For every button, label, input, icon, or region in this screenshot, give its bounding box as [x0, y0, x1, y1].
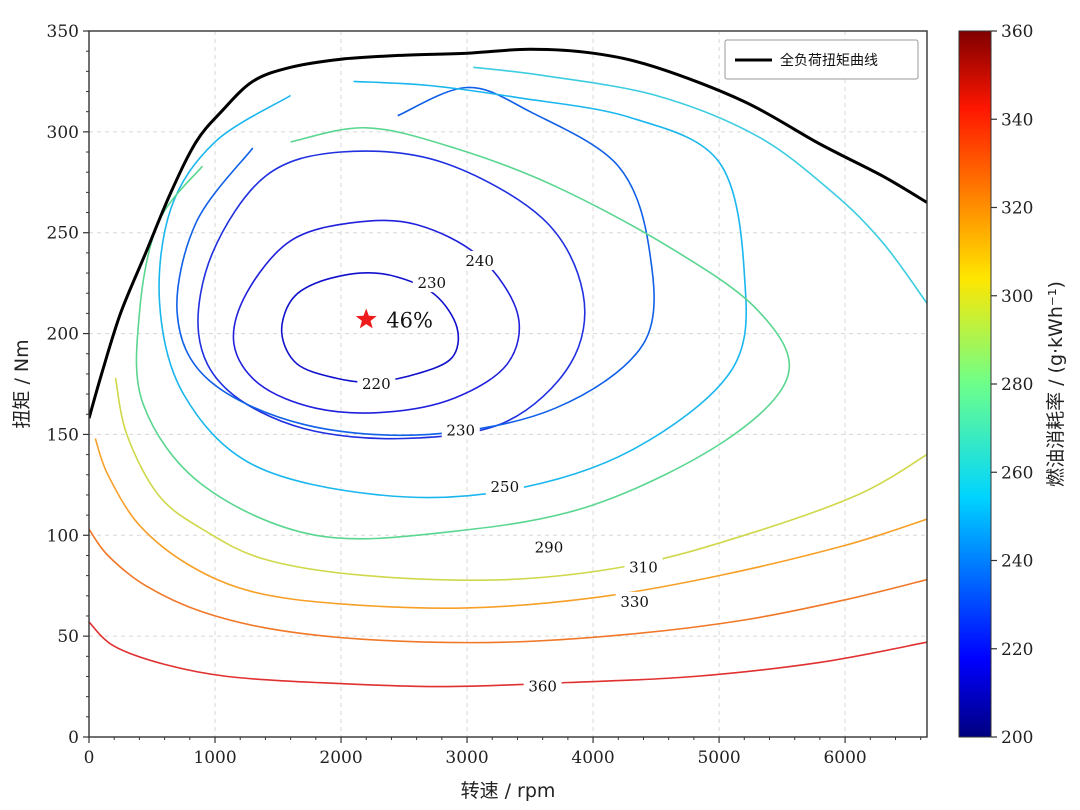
- contour-label-bg: [460, 250, 499, 270]
- colorbar-tick-label: 340: [1001, 110, 1033, 130]
- y-tick-label: 150: [47, 425, 79, 445]
- x-tick-label: 4000: [571, 748, 614, 768]
- contour-label-bg: [529, 537, 568, 557]
- contour-label-230: 230: [446, 421, 475, 439]
- contour-line-250: [158, 80, 748, 499]
- plot-frame: [88, 30, 928, 738]
- contour-lines: [89, 66, 927, 688]
- contour-line-350: [89, 621, 927, 688]
- optimum-star-marker: [355, 308, 377, 329]
- colorbar: 200 220 240 260 280 300 320 340 360 燃油消耗率 / (g·k…: [958, 22, 1067, 748]
- contour-labels: 220 230 230 240 250 290 310 330 360: [357, 250, 663, 696]
- colorbar-label: 燃油消耗率 / (g·kWh⁻¹): [1045, 281, 1067, 487]
- x-tick-label: 3000: [445, 748, 488, 768]
- full-load-curve: [89, 47, 927, 419]
- contour-label-250: 250: [491, 478, 520, 496]
- contour-label-bg: [412, 273, 451, 293]
- y-tick-label: 250: [47, 224, 79, 244]
- optimum-point: 46%: [355, 308, 433, 332]
- contour-label-bg: [357, 374, 396, 393]
- colorbar-tick-label: 200: [1001, 728, 1033, 748]
- y-tick-label: 100: [47, 526, 79, 546]
- y-axis-label: 扭矩 / Nm: [11, 339, 33, 428]
- contour-line-230: [197, 150, 586, 440]
- x-axis-ticks: 0 1000 2000 3000 4000 5000 6000: [84, 737, 922, 768]
- contour-line-270: [135, 126, 791, 540]
- colorbar-tick-label: 300: [1001, 287, 1033, 307]
- y-tick-label: 50: [57, 627, 79, 647]
- legend-box: [724, 39, 919, 80]
- x-axis-label: 转速 / rpm: [461, 780, 556, 802]
- contour-line-240: [176, 86, 655, 437]
- full-load-torque-line: [89, 47, 927, 419]
- x-tick-label: 5000: [697, 748, 740, 768]
- contour-label-310: 310: [629, 559, 658, 577]
- x-tick-label: 1000: [193, 748, 236, 768]
- x-tick-label: 2000: [319, 748, 362, 768]
- contour-line-270: [473, 66, 927, 304]
- contour-label-bg: [624, 557, 663, 577]
- contour-line-330: [89, 528, 927, 644]
- colorbar-tick-label: 320: [1001, 199, 1033, 219]
- contour-label-220: 220: [362, 375, 391, 393]
- colorbar-tick-label: 360: [1001, 22, 1033, 42]
- colorbar-tick-label: 220: [1001, 640, 1033, 660]
- contour-label-330: 330: [620, 593, 649, 611]
- contour-line-290: [114, 377, 927, 582]
- colorbar-gradient: [958, 30, 992, 738]
- y-tick-label: 300: [47, 123, 79, 143]
- contour-label-230: 230: [417, 274, 446, 292]
- optimum-annotation: 46%: [386, 308, 433, 332]
- colorbar-ticks: 200 220 240 260 280 300 320 340 360: [991, 22, 1033, 748]
- contour-label-bg: [441, 420, 480, 440]
- y-tick-label: 0: [68, 728, 79, 748]
- contour-label-bg: [485, 476, 524, 496]
- colorbar-tick-label: 260: [1001, 463, 1033, 483]
- x-tick-label: 0: [84, 748, 95, 768]
- contour-label-290: 290: [535, 538, 564, 556]
- contour-label-360: 360: [528, 678, 557, 696]
- x-tick-label: 6000: [823, 748, 866, 768]
- legend: 全负荷扭矩曲线: [724, 39, 919, 80]
- colorbar-tick-label: 240: [1001, 552, 1033, 572]
- y-axis-ticks: 0 50 100 150 200 250 300 350: [47, 22, 89, 748]
- contour-label-bg: [523, 676, 562, 696]
- colorbar-tick-label: 280: [1001, 375, 1033, 395]
- y-tick-label: 350: [47, 22, 79, 42]
- legend-entry-full-load: 全负荷扭矩曲线: [780, 52, 878, 69]
- contour-label-bg: [615, 591, 654, 611]
- y-tick-label: 200: [47, 325, 79, 345]
- contour-line-310: [94, 438, 927, 609]
- contour-label-240: 240: [465, 252, 494, 270]
